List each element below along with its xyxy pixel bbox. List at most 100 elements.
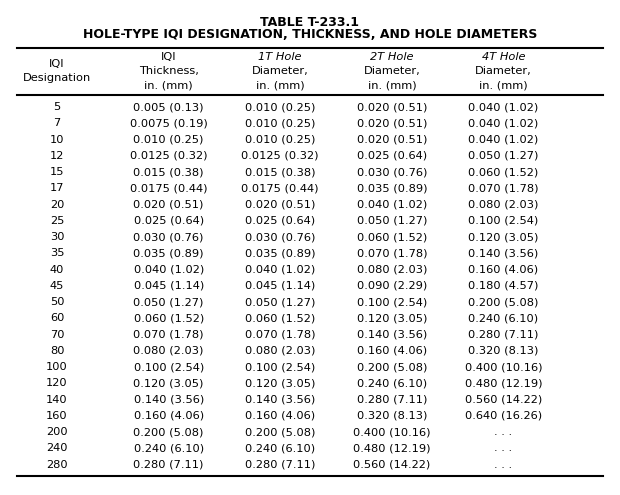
Text: 0.040 (1.02): 0.040 (1.02) — [468, 135, 539, 145]
Text: 0.200 (5.08): 0.200 (5.08) — [356, 362, 427, 372]
Text: 17: 17 — [50, 183, 64, 194]
Text: 0.160 (4.06): 0.160 (4.06) — [468, 265, 539, 275]
Text: 0.040 (1.02): 0.040 (1.02) — [468, 118, 539, 128]
Text: 0.480 (12.19): 0.480 (12.19) — [465, 378, 542, 389]
Text: 0.060 (1.52): 0.060 (1.52) — [245, 313, 316, 323]
Text: 4T Hole: 4T Hole — [482, 52, 525, 62]
Text: 0.640 (16.26): 0.640 (16.26) — [465, 411, 542, 421]
Text: 0.045 (1.14): 0.045 (1.14) — [133, 281, 204, 291]
Text: 0.050 (1.27): 0.050 (1.27) — [468, 151, 539, 161]
Text: 0.040 (1.02): 0.040 (1.02) — [356, 199, 427, 209]
Text: 0.030 (0.76): 0.030 (0.76) — [133, 232, 204, 242]
Text: 160: 160 — [46, 411, 68, 421]
Text: HOLE-TYPE IQI DESIGNATION, THICKNESS, AND HOLE DIAMETERS: HOLE-TYPE IQI DESIGNATION, THICKNESS, AN… — [83, 28, 537, 41]
Text: 0.120 (3.05): 0.120 (3.05) — [356, 313, 427, 323]
Text: 0.030 (0.76): 0.030 (0.76) — [245, 232, 316, 242]
Text: 0.140 (3.56): 0.140 (3.56) — [356, 330, 427, 340]
Text: 0.200 (5.08): 0.200 (5.08) — [245, 427, 316, 437]
Text: in. (mm): in. (mm) — [368, 80, 416, 90]
Text: 0.280 (7.11): 0.280 (7.11) — [356, 395, 427, 404]
Text: 2T Hole: 2T Hole — [370, 52, 414, 62]
Text: 0.070 (1.78): 0.070 (1.78) — [133, 330, 204, 340]
Text: IQI: IQI — [161, 52, 177, 62]
Text: . . .: . . . — [494, 427, 513, 437]
Text: 0.060 (1.52): 0.060 (1.52) — [133, 313, 204, 323]
Text: 0.100 (2.54): 0.100 (2.54) — [245, 362, 316, 372]
Text: 0.080 (2.03): 0.080 (2.03) — [468, 199, 539, 209]
Text: 240: 240 — [46, 444, 68, 453]
Text: 60: 60 — [50, 313, 64, 323]
Text: 0.160 (4.06): 0.160 (4.06) — [245, 411, 316, 421]
Text: 0.280 (7.11): 0.280 (7.11) — [468, 330, 539, 340]
Text: 0.020 (0.51): 0.020 (0.51) — [356, 135, 427, 145]
Text: 0.140 (3.56): 0.140 (3.56) — [245, 395, 316, 404]
Text: 0.200 (5.08): 0.200 (5.08) — [133, 427, 204, 437]
Text: 0.010 (0.25): 0.010 (0.25) — [133, 135, 204, 145]
Text: Designation: Designation — [23, 73, 91, 83]
Text: 0.400 (10.16): 0.400 (10.16) — [353, 427, 430, 437]
Text: 120: 120 — [46, 378, 68, 389]
Text: 0.200 (5.08): 0.200 (5.08) — [468, 297, 539, 307]
Text: 0.050 (1.27): 0.050 (1.27) — [133, 297, 204, 307]
Text: 0.140 (3.56): 0.140 (3.56) — [468, 248, 539, 258]
Text: 0.100 (2.54): 0.100 (2.54) — [133, 362, 204, 372]
Text: 0.090 (2.29): 0.090 (2.29) — [356, 281, 427, 291]
Text: 10: 10 — [50, 135, 64, 145]
Text: 0.0125 (0.32): 0.0125 (0.32) — [242, 151, 319, 161]
Text: 0.280 (7.11): 0.280 (7.11) — [133, 459, 204, 470]
Text: 0.070 (1.78): 0.070 (1.78) — [245, 330, 316, 340]
Text: 0.070 (1.78): 0.070 (1.78) — [356, 248, 427, 258]
Text: 0.480 (12.19): 0.480 (12.19) — [353, 444, 430, 453]
Text: Diameter,: Diameter, — [363, 66, 420, 76]
Text: 0.010 (0.25): 0.010 (0.25) — [245, 135, 316, 145]
Text: 0.100 (2.54): 0.100 (2.54) — [468, 216, 539, 226]
Text: 0.120 (3.05): 0.120 (3.05) — [133, 378, 204, 389]
Text: . . .: . . . — [494, 444, 513, 453]
Text: 0.015 (0.38): 0.015 (0.38) — [245, 167, 316, 177]
Text: Thickness,: Thickness, — [139, 66, 198, 76]
Text: 0.560 (14.22): 0.560 (14.22) — [465, 395, 542, 404]
Text: 0.0175 (0.44): 0.0175 (0.44) — [130, 183, 207, 194]
Text: 0.080 (2.03): 0.080 (2.03) — [245, 346, 316, 356]
Text: 0.025 (0.64): 0.025 (0.64) — [356, 151, 427, 161]
Text: 0.240 (6.10): 0.240 (6.10) — [245, 444, 316, 453]
Text: 140: 140 — [46, 395, 68, 404]
Text: 5: 5 — [53, 102, 61, 112]
Text: 0.040 (1.02): 0.040 (1.02) — [468, 102, 539, 112]
Text: in. (mm): in. (mm) — [256, 80, 304, 90]
Text: 30: 30 — [50, 232, 64, 242]
Text: 0.240 (6.10): 0.240 (6.10) — [356, 378, 427, 389]
Text: 45: 45 — [50, 281, 64, 291]
Text: TABLE T-233.1: TABLE T-233.1 — [260, 16, 360, 29]
Text: 0.050 (1.27): 0.050 (1.27) — [356, 216, 427, 226]
Text: 50: 50 — [50, 297, 64, 307]
Text: 0.050 (1.27): 0.050 (1.27) — [245, 297, 316, 307]
Text: 0.025 (0.64): 0.025 (0.64) — [133, 216, 204, 226]
Text: 0.015 (0.38): 0.015 (0.38) — [133, 167, 204, 177]
Text: 0.320 (8.13): 0.320 (8.13) — [356, 411, 427, 421]
Text: 280: 280 — [46, 459, 68, 470]
Text: 7: 7 — [53, 118, 61, 128]
Text: 0.080 (2.03): 0.080 (2.03) — [356, 265, 427, 275]
Text: 80: 80 — [50, 346, 64, 356]
Text: Diameter,: Diameter, — [475, 66, 532, 76]
Text: 1T Hole: 1T Hole — [259, 52, 302, 62]
Text: 0.040 (1.02): 0.040 (1.02) — [133, 265, 204, 275]
Text: 70: 70 — [50, 330, 64, 340]
Text: 0.160 (4.06): 0.160 (4.06) — [133, 411, 204, 421]
Text: 0.035 (0.89): 0.035 (0.89) — [133, 248, 204, 258]
Text: 0.010 (0.25): 0.010 (0.25) — [245, 118, 316, 128]
Text: 0.070 (1.78): 0.070 (1.78) — [468, 183, 539, 194]
Text: 200: 200 — [46, 427, 68, 437]
Text: 0.020 (0.51): 0.020 (0.51) — [133, 199, 204, 209]
Text: 12: 12 — [50, 151, 64, 161]
Text: 0.0175 (0.44): 0.0175 (0.44) — [242, 183, 319, 194]
Text: 35: 35 — [50, 248, 64, 258]
Text: 0.020 (0.51): 0.020 (0.51) — [245, 199, 316, 209]
Text: 0.320 (8.13): 0.320 (8.13) — [468, 346, 539, 356]
Text: 0.120 (3.05): 0.120 (3.05) — [468, 232, 539, 242]
Text: 0.160 (4.06): 0.160 (4.06) — [356, 346, 427, 356]
Text: 0.020 (0.51): 0.020 (0.51) — [356, 118, 427, 128]
Text: 0.0125 (0.32): 0.0125 (0.32) — [130, 151, 207, 161]
Text: in. (mm): in. (mm) — [479, 80, 528, 90]
